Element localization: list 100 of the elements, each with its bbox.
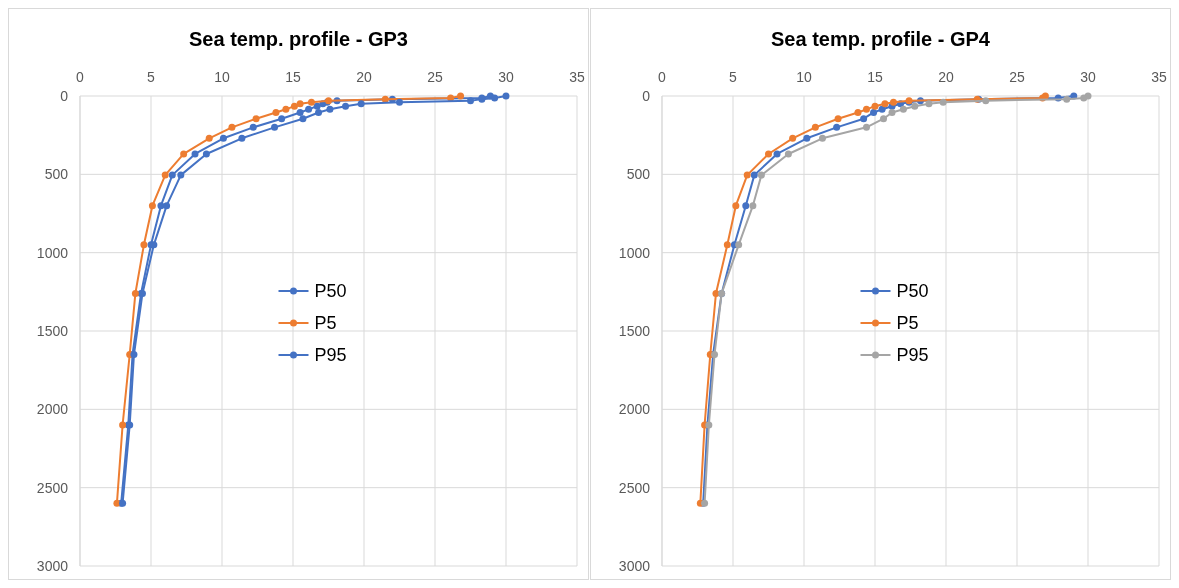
point: [911, 102, 919, 110]
y-tick-label: 1000: [618, 244, 651, 261]
x-tick-label: 30: [1080, 69, 1096, 85]
point: [834, 115, 842, 123]
x-tick-label: 20: [356, 69, 372, 85]
x-tick-label: 0: [658, 69, 667, 85]
x-tick-label: 10: [214, 69, 230, 85]
point: [723, 241, 731, 249]
x-tick-label: 30: [498, 69, 514, 85]
point: [502, 92, 510, 100]
point: [131, 289, 139, 297]
point: [326, 105, 334, 113]
point: [161, 171, 169, 179]
point: [749, 202, 757, 210]
point: [180, 150, 188, 158]
y-tick-label: 500: [44, 166, 69, 183]
point: [888, 108, 896, 116]
point: [272, 108, 280, 116]
point: [140, 241, 148, 249]
point: [168, 171, 176, 179]
x-tick-label: 5: [729, 69, 738, 85]
point: [202, 150, 210, 158]
point: [735, 241, 743, 249]
y-tick-label: 2000: [618, 401, 651, 418]
y-tick-label: 2500: [36, 479, 69, 496]
x-tick-label: 35: [569, 69, 585, 85]
point: [881, 100, 889, 108]
point: [742, 202, 750, 210]
x-tick-label: 35: [1151, 69, 1167, 85]
point: [818, 134, 826, 142]
chart-title: Sea temp. profile - GP4: [771, 28, 991, 50]
point: [113, 499, 121, 507]
point: [870, 108, 878, 116]
point: [860, 115, 868, 123]
point: [467, 97, 474, 105]
y-tick-label: 0: [60, 87, 69, 104]
point: [757, 171, 765, 179]
y-tick-label: 2000: [36, 401, 69, 418]
point: [163, 202, 171, 210]
point: [219, 134, 227, 142]
x-tick-label: 15: [285, 69, 301, 85]
point: [278, 115, 286, 123]
y-tick-label: 1000: [36, 244, 69, 261]
point: [271, 123, 279, 131]
point: [457, 92, 465, 100]
point: [290, 102, 298, 110]
point: [315, 108, 323, 116]
point: [228, 123, 236, 131]
x-tick-label: 5: [147, 69, 156, 85]
x-tick-label: 25: [1009, 69, 1025, 85]
legend-label: P50: [314, 281, 347, 302]
point: [177, 171, 185, 179]
point: [313, 102, 321, 110]
point: [252, 115, 260, 123]
point: [982, 97, 990, 105]
point: [784, 150, 792, 158]
point: [773, 150, 781, 158]
point: [381, 95, 389, 103]
point: [880, 115, 888, 123]
point: [878, 105, 886, 113]
point: [862, 105, 870, 113]
point: [1080, 94, 1088, 102]
point: [249, 123, 257, 131]
point: [119, 421, 127, 429]
point: [396, 98, 403, 106]
point: [296, 108, 304, 116]
point: [750, 171, 758, 179]
point: [925, 100, 933, 108]
x-tick-label: 25: [427, 69, 443, 85]
point: [305, 105, 313, 113]
legend-label: P95: [896, 345, 929, 366]
x-tick-label: 20: [938, 69, 954, 85]
point: [282, 105, 290, 113]
y-tick-label: 0: [642, 87, 651, 104]
point: [939, 98, 947, 106]
y-tick-label: 1500: [618, 322, 651, 339]
point: [765, 150, 772, 158]
x-tick-label: 15: [867, 69, 883, 85]
point: [307, 98, 315, 106]
y-tick-label: 3000: [618, 557, 651, 574]
point: [889, 98, 897, 106]
point: [157, 202, 165, 210]
point: [833, 123, 841, 131]
point: [357, 100, 365, 108]
legend-label: P5: [314, 313, 337, 334]
y-tick-label: 1500: [36, 322, 69, 339]
point: [191, 150, 199, 158]
point: [148, 202, 156, 210]
legend-label: P50: [896, 281, 929, 302]
legend-label: P95: [314, 345, 347, 366]
point: [296, 100, 304, 108]
y-tick-label: 2500: [618, 479, 651, 496]
point: [862, 123, 870, 131]
point: [299, 115, 307, 123]
x-tick-label: 0: [76, 69, 85, 85]
point: [899, 105, 907, 113]
point: [811, 123, 819, 131]
point: [743, 171, 751, 179]
point: [238, 134, 246, 142]
point: [871, 102, 879, 110]
